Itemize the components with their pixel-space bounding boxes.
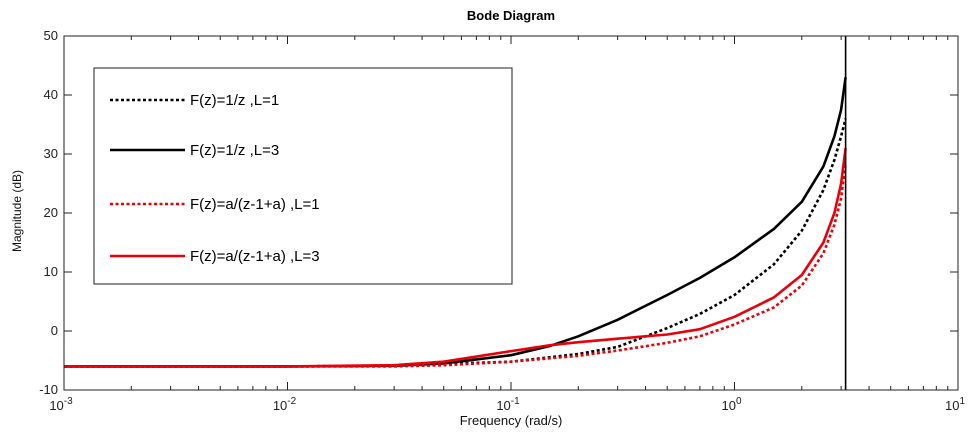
series-line-2: [64, 77, 847, 368]
x-tick-label: 10-2: [273, 396, 297, 413]
x-tick-label: 10-1: [496, 396, 520, 413]
y-tick-label: 10: [44, 264, 58, 279]
legend-box: [93, 67, 513, 285]
legend-label-4: F(z)=a/(z-1+a) ,L=3: [190, 248, 320, 265]
series-line-4: [64, 147, 847, 368]
y-tick-label: 0: [51, 323, 58, 338]
x-tick-label: 100: [721, 396, 741, 413]
x-axis-title: Frequency (rad/s): [460, 413, 563, 428]
legend-label-3: F(z)=a/(z-1+a) ,L=1: [190, 196, 320, 213]
x-tick-label: 101: [945, 396, 965, 413]
series-group: [64, 77, 847, 368]
y-tick-label: 20: [44, 205, 58, 220]
y-tick-label: -10: [39, 382, 58, 397]
chart-title: Bode Diagram: [467, 8, 555, 23]
y-axis-title: Magnitude (dB): [10, 170, 24, 252]
y-tick-label: 50: [44, 28, 58, 43]
plot-frame: [63, 35, 959, 391]
x-tick-label: 10-3: [49, 396, 73, 413]
legend-label-1: F(z)=1/z ,L=1: [190, 92, 279, 109]
y-tick-label: 30: [44, 146, 58, 161]
legend-label-2: F(z)=1/z ,L=3: [190, 142, 279, 159]
legend: F(z)=1/z ,L=1 F(z)=1/z ,L=3 F(z)=a/(z-1+a)…: [93, 67, 513, 285]
y-tick-label: 40: [44, 87, 58, 102]
series-line-3: [64, 162, 847, 368]
